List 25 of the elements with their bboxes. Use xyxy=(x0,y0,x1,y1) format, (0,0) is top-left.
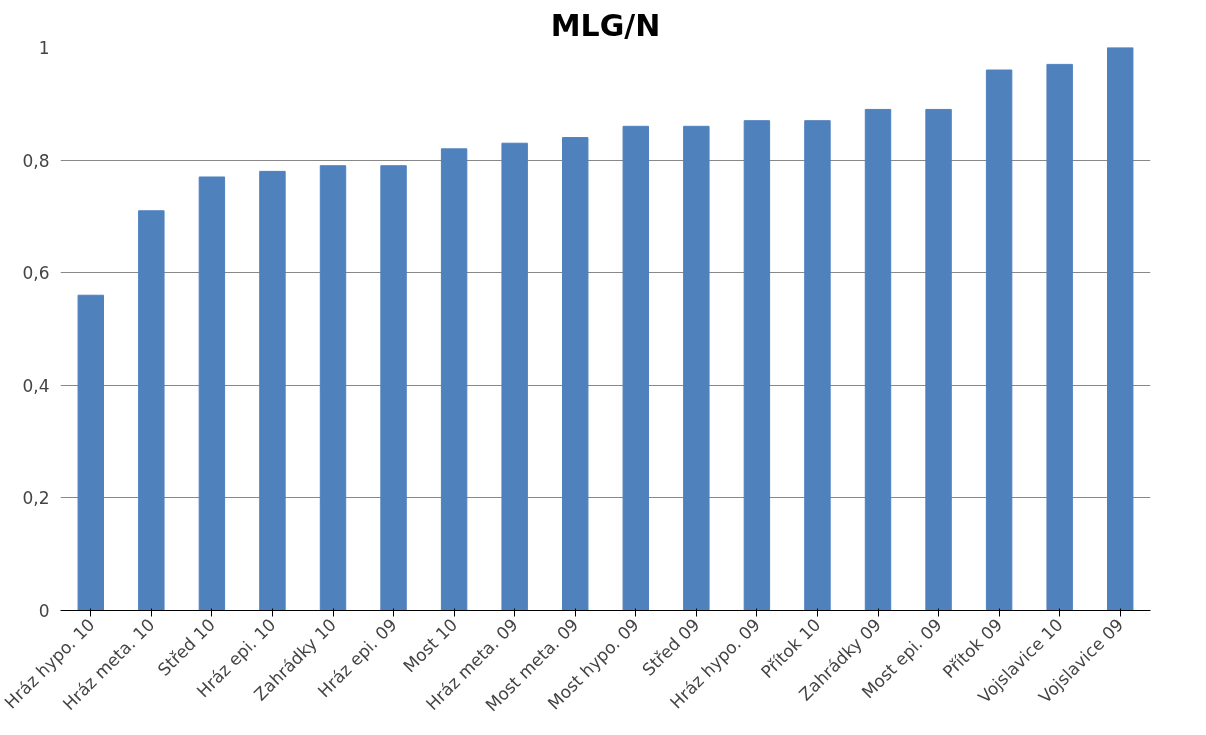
bar xyxy=(501,142,528,611)
y-tick-label: 0 xyxy=(38,601,50,621)
bar xyxy=(259,170,286,611)
bar xyxy=(743,120,771,611)
bar xyxy=(380,165,407,611)
bar xyxy=(440,148,468,611)
bar xyxy=(77,294,104,611)
bar xyxy=(562,137,589,611)
chart-title: MLG/N xyxy=(550,7,661,43)
bar xyxy=(138,210,165,611)
bar xyxy=(925,108,952,611)
bar xyxy=(804,120,831,611)
y-tick-label: 0,6 xyxy=(22,263,50,284)
bar xyxy=(1046,63,1073,611)
bar xyxy=(683,125,710,611)
y-tick-label: 1 xyxy=(38,38,50,58)
bar xyxy=(319,165,347,611)
bar xyxy=(985,69,1013,611)
bar xyxy=(1107,47,1134,611)
y-tick-label: 0,2 xyxy=(22,488,50,509)
y-tick-label: 0,4 xyxy=(22,375,50,396)
bar xyxy=(198,176,226,611)
y-tick-label: 0,8 xyxy=(22,150,50,171)
bar xyxy=(622,125,649,611)
bar xyxy=(864,108,892,611)
